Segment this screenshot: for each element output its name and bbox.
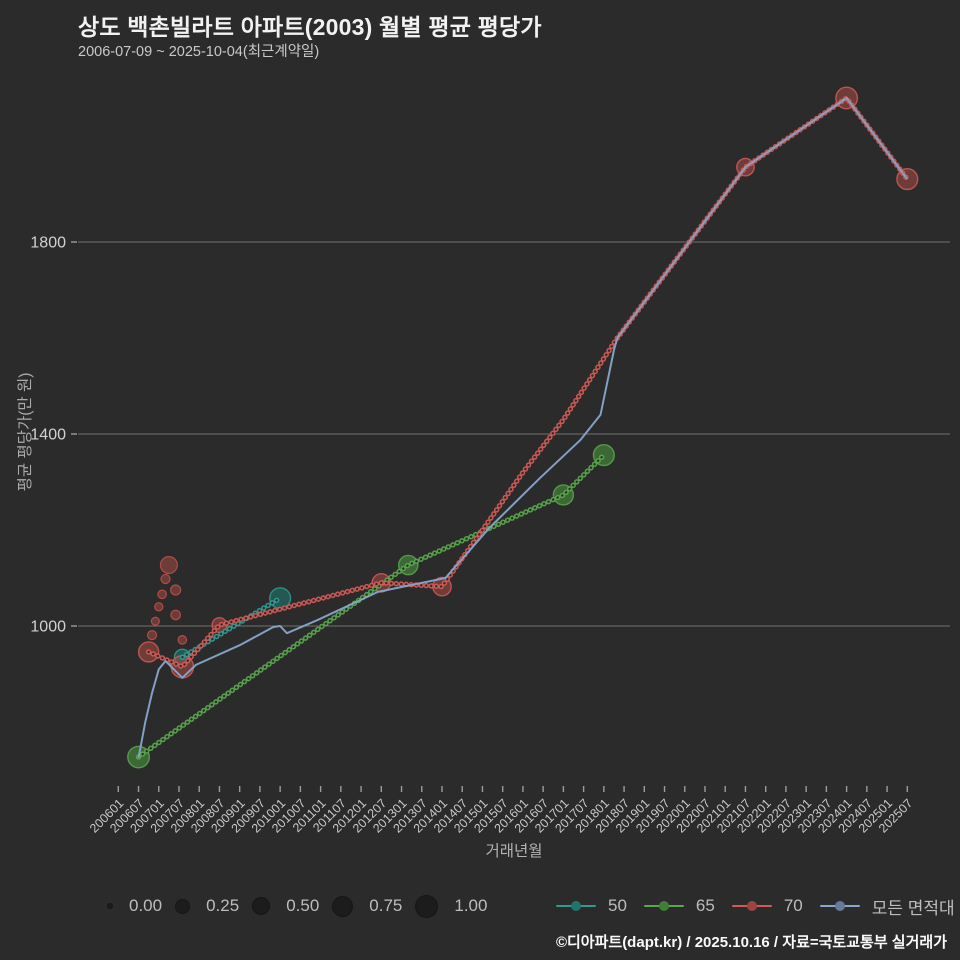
size-legend-label: 0.75 <box>369 896 403 915</box>
chart-title: 상도 백촌빌라트 아파트(2003) 월별 평균 평당가 <box>78 14 542 40</box>
size-legend-item: 0.00 <box>108 896 162 916</box>
size-dot-icon <box>108 904 112 908</box>
series-dots-65 <box>127 444 615 769</box>
x-axis-labels: 2006012006072007012007072008012008072009… <box>87 786 915 836</box>
legend-item-average: 모든 면적대 평균값 <box>819 894 960 919</box>
legend-item-70: 70 <box>731 896 803 916</box>
legend-item-50: 50 <box>556 896 627 916</box>
size-dot-icon <box>253 898 270 914</box>
series-line-65 <box>135 452 607 760</box>
legend-label: 65 <box>695 896 715 915</box>
size-legend-item: 0.75 <box>333 896 402 916</box>
x-axis-title: 거래년월 <box>485 842 542 860</box>
line-marker-icon <box>731 899 772 913</box>
size-legend-item: 0.50 <box>253 896 319 916</box>
size-dot-icon <box>333 896 353 916</box>
size-legend-label: 0.25 <box>206 896 240 915</box>
svg-text:1400: 1400 <box>30 427 66 444</box>
line-marker-icon <box>556 899 596 913</box>
legend-label: 50 <box>608 896 627 915</box>
size-legend-label: 0.00 <box>129 896 163 915</box>
footer-credit: ©디아파트(dapt.kr) / 2025.10.16 / 자료=국토교통부 실… <box>555 934 947 951</box>
size-legend: 0.00 0.25 0.50 0.75 1.00 <box>108 890 487 922</box>
series-dots-70 <box>137 86 919 679</box>
series-legend: 50 65 70 모든 면적대 평균값 <box>556 890 960 922</box>
y-axis-title: 평균 평당가(만 원) <box>16 373 34 492</box>
svg-text:1000: 1000 <box>30 619 66 636</box>
size-legend-item: 1.00 <box>416 895 488 917</box>
legend-item-65: 65 <box>643 896 715 916</box>
svg-text:1800: 1800 <box>30 235 66 252</box>
size-dot-icon <box>416 895 438 917</box>
series-line-average <box>137 97 909 759</box>
transaction-bubbles <box>146 555 188 645</box>
line-marker-icon <box>643 899 684 913</box>
y-grid: 1000 1400 1800 <box>30 235 950 636</box>
chart-subtitle: 2006-07-09 ~ 2025-10-04(최근계약일) <box>78 44 320 60</box>
legend-label: 모든 면적대 평균값 <box>871 898 960 918</box>
size-legend-item: 0.25 <box>176 896 239 916</box>
legend-label: 70 <box>783 896 803 915</box>
size-legend-label: 0.50 <box>286 896 320 915</box>
series-line-70 <box>145 94 910 671</box>
size-legend-label: 1.00 <box>454 896 488 915</box>
price-chart: 1000 1400 1800 2006012006072007012007072008… <box>16 86 950 860</box>
size-dot-icon <box>176 899 190 913</box>
line-marker-icon <box>819 899 860 913</box>
